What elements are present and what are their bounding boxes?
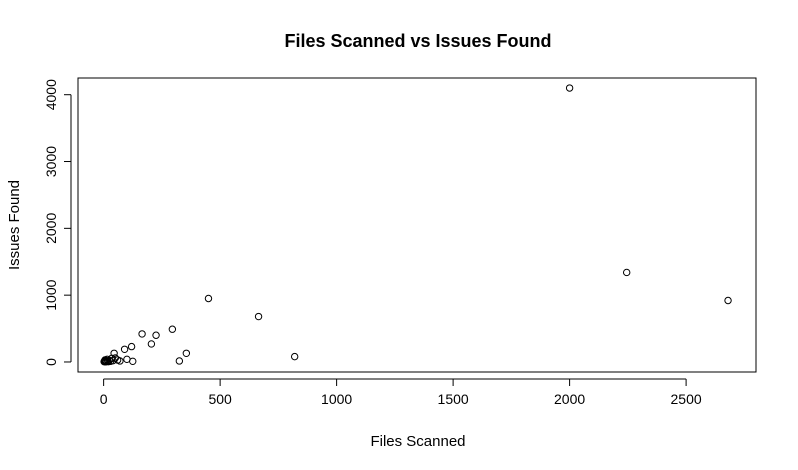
x-tick-label: 1000 [321, 391, 352, 407]
data-point [204, 294, 213, 303]
data-point [290, 352, 299, 361]
x-tick-label: 2500 [671, 391, 702, 407]
data-point [110, 349, 118, 357]
y-axis: 0 1000 2000 3000 4000 [43, 79, 72, 366]
data-point [254, 312, 263, 321]
data-points [100, 84, 732, 366]
y-axis-label: Issues Found [6, 180, 23, 270]
x-tick-label: 2000 [554, 391, 585, 407]
y-tick-label: 3000 [43, 146, 59, 177]
x-tick-label: 1500 [438, 391, 469, 407]
x-tick-label: 500 [208, 391, 232, 407]
data-point [120, 345, 129, 353]
data-point [152, 331, 160, 339]
y-tick-label: 2000 [43, 213, 59, 244]
y-tick-label: 0 [43, 358, 59, 366]
y-tick-label: 1000 [43, 279, 59, 310]
x-axis-label: Files Scanned [370, 433, 465, 450]
data-point [175, 357, 184, 365]
x-tick-label: 0 [100, 391, 108, 407]
data-point [129, 357, 137, 366]
data-point [724, 296, 732, 305]
data-point [138, 330, 146, 338]
y-tick-label: 4000 [43, 79, 59, 110]
x-axis: 0 500 1000 1500 2000 2500 [100, 378, 702, 407]
data-point [147, 340, 156, 348]
data-point [116, 357, 124, 365]
chart-title: Files Scanned vs Issues Found [284, 31, 551, 51]
data-point [127, 342, 136, 351]
data-point [565, 84, 574, 92]
data-point [168, 325, 177, 333]
data-point [182, 349, 191, 357]
plot-area [77, 77, 757, 373]
data-point [622, 268, 631, 277]
